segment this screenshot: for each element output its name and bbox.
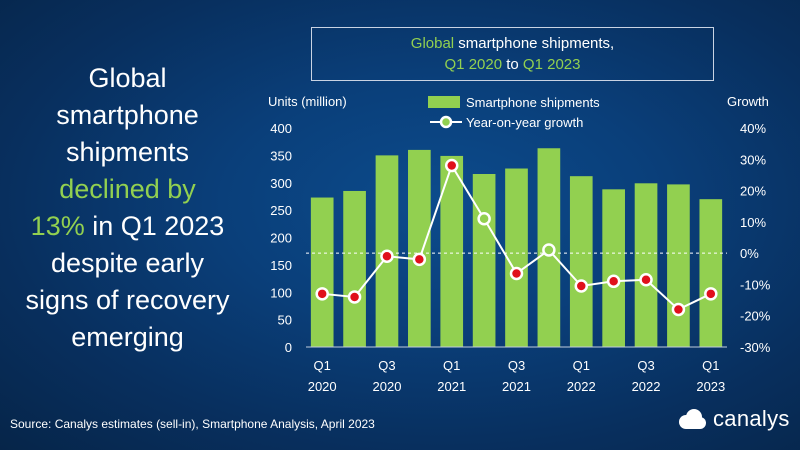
growth-point (380, 249, 394, 264)
y2-tick-label: -30% (740, 340, 771, 355)
bar (505, 168, 528, 347)
y2-tick-label: 40% (740, 121, 766, 136)
growth-point (606, 274, 621, 289)
growth-point (444, 158, 459, 173)
y2-tick-label: -20% (740, 309, 771, 324)
y-tick-label: 0 (285, 340, 292, 355)
headline-line: smartphone (56, 100, 199, 130)
x-tick-label: Q1 (314, 358, 331, 373)
title-start-period: Q1 2020 (444, 56, 503, 73)
bar (699, 199, 723, 347)
y2-axis-title: Growth (727, 94, 769, 109)
growth-point (347, 290, 362, 304)
x-tick-label: 2020 (308, 379, 337, 394)
x-tick-label: Q3 (637, 358, 654, 373)
headline-line: shipments (65, 137, 190, 167)
headline-line: despite early (50, 248, 205, 278)
logo-wordmark: canalys (713, 406, 790, 431)
chart-title: Global smartphone shipments, Q1 2020 to … (311, 27, 714, 81)
y-tick-label: 200 (270, 231, 292, 246)
canalys-logo: canalys (677, 402, 790, 436)
y2-tick-label: 30% (740, 152, 766, 167)
headline-percent: 13% (30, 211, 85, 241)
x-tick-label: Q3 (378, 358, 395, 373)
growth-point (477, 211, 491, 226)
y2-tick-label: 0% (740, 246, 759, 261)
x-tick-label: Q3 (508, 358, 525, 373)
legend-line-marker (439, 115, 453, 129)
y-tick-label: 100 (270, 285, 292, 300)
headline-quarter: in Q1 2023 (84, 211, 225, 241)
chart-title-line1: Global smartphone shipments, (312, 33, 713, 54)
x-tick-label: Q1 (443, 358, 460, 373)
y-axis-title: Units (million) (268, 94, 347, 109)
y-tick-label: 350 (270, 148, 292, 163)
bar (310, 197, 334, 347)
title-text: smartphone shipments, (454, 35, 615, 52)
y-tick-label: 150 (270, 258, 292, 273)
y2-tick-label: 10% (740, 215, 766, 230)
y2-tick-label: -10% (740, 277, 771, 292)
headline: Global smartphone shipments declined by … (20, 60, 235, 356)
source-note: Source: Canalys estimates (sell-in), Sma… (10, 417, 375, 431)
bar (472, 173, 496, 347)
growth-point (542, 243, 556, 257)
bar (667, 184, 690, 347)
y-tick-label: 300 (270, 176, 292, 191)
legend-bar-swatch (428, 96, 460, 108)
y-tick-label: 400 (270, 121, 292, 136)
headline-line: Global (88, 63, 167, 93)
x-tick-label: 2023 (696, 379, 725, 394)
title-end-period: Q1 2023 (522, 56, 581, 73)
x-tick-label: 2020 (373, 379, 402, 394)
x-tick-label: Q1 (573, 358, 590, 373)
y2-tick-label: 20% (740, 184, 766, 199)
x-tick-label: 2021 (437, 379, 466, 394)
bar (569, 176, 593, 347)
y-tick-label: 250 (270, 203, 292, 218)
growth-point (412, 252, 427, 267)
headline-line: signs of recovery (25, 285, 230, 315)
y-tick-label: 50 (278, 313, 292, 328)
title-text: to (502, 56, 523, 73)
growth-point (574, 279, 589, 293)
growth-point (671, 302, 686, 317)
chart-title-line2: Q1 2020 to Q1 2023 (312, 54, 713, 75)
headline-line: emerging (71, 322, 184, 352)
growth-point (315, 287, 329, 301)
bar (602, 189, 625, 347)
bar (440, 155, 464, 347)
title-highlight: Global (410, 35, 455, 52)
cloud-icon (679, 409, 706, 429)
x-tick-label: 2021 (502, 379, 531, 394)
headline-line: 13% in Q1 2023 (20, 208, 235, 245)
bar (343, 190, 366, 347)
growth-point (704, 287, 718, 301)
x-tick-label: 2022 (567, 379, 596, 394)
bar (634, 183, 658, 347)
legend-label: Year-on-year growth (466, 115, 583, 130)
x-tick-label: 2022 (632, 379, 661, 394)
growth-point (509, 266, 524, 281)
legend-label: Smartphone shipments (466, 95, 600, 110)
bar (408, 149, 431, 347)
growth-point (639, 272, 653, 287)
x-tick-label: Q1 (702, 358, 719, 373)
headline-highlight: declined by (59, 174, 196, 204)
